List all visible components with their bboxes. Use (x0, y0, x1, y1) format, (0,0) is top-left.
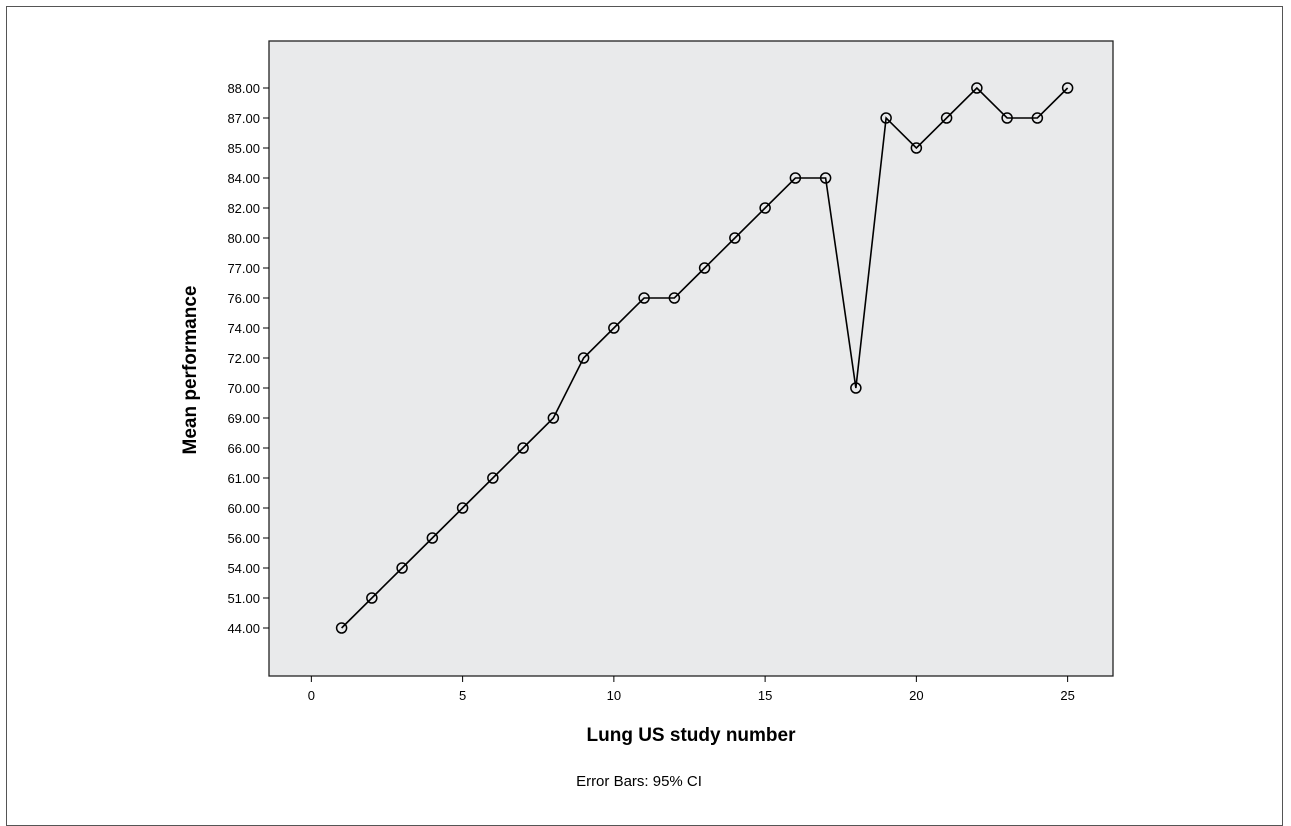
data-point (1031, 112, 1044, 124)
y-tick-label: 85.00 (227, 141, 260, 156)
data-point (577, 352, 590, 364)
y-tick-label: 80.00 (227, 231, 260, 246)
x-tick-label: 20 (909, 688, 923, 703)
y-tick-label: 44.00 (227, 621, 260, 636)
data-point (608, 322, 620, 334)
data-point (547, 412, 560, 424)
data-point (426, 532, 439, 544)
data-point (910, 142, 923, 154)
data-point (819, 172, 832, 184)
y-tick-label: 66.00 (227, 441, 260, 456)
x-tick-label: 25 (1060, 688, 1074, 703)
y-tick-label: 51.00 (227, 591, 260, 606)
y-tick-label: 84.00 (227, 171, 260, 186)
y-tick-label: 77.00 (227, 261, 260, 276)
y-tick-label: 56.00 (227, 531, 260, 546)
data-point (759, 202, 771, 214)
series-line (341, 86, 1069, 629)
data-point (850, 382, 862, 394)
data-point (668, 292, 681, 304)
y-tick-label: 70.00 (227, 381, 260, 396)
data-markers (335, 82, 1074, 634)
y-axis-title: Mean performance (180, 286, 201, 455)
y-tick-label: 60.00 (227, 501, 260, 516)
data-point (698, 262, 711, 274)
data-point (366, 592, 378, 604)
data-point (335, 622, 348, 634)
data-point (396, 562, 408, 574)
footnote: Error Bars: 95% CI (576, 773, 702, 790)
y-tick-label: 76.00 (227, 291, 260, 306)
data-point (456, 502, 469, 514)
x-tick-label: 15 (758, 688, 772, 703)
data-point (940, 112, 953, 124)
data-point (517, 442, 529, 454)
x-tick-label: 10 (607, 688, 621, 703)
x-axis: 0 5 10 15 20 25 (308, 676, 1075, 703)
x-tick-label: 5 (459, 688, 466, 703)
data-point (1001, 112, 1013, 124)
data-point (638, 292, 650, 304)
data-point (729, 232, 741, 244)
data-point (789, 172, 802, 184)
data-point (487, 472, 499, 484)
y-tick-label: 82.00 (227, 201, 260, 216)
y-tick-label: 72.00 (227, 351, 260, 366)
y-tick-label: 74.00 (227, 321, 260, 336)
data-point (880, 112, 892, 124)
y-tick-label: 54.00 (227, 561, 260, 576)
plot-area (268, 40, 1114, 677)
y-tick-label: 88.00 (227, 81, 260, 96)
x-tick-label: 0 (308, 688, 315, 703)
y-axis: 44.00 51.00 54.00 56.00 60.00 61.00 66.00 69.00… (227, 81, 269, 636)
x-axis-title: Lung US study number (587, 725, 797, 746)
y-tick-label: 87.00 (227, 111, 260, 126)
y-tick-label: 69.00 (227, 411, 260, 426)
data-point (1061, 82, 1074, 94)
y-tick-label: 61.00 (227, 471, 260, 486)
data-point (971, 82, 983, 94)
